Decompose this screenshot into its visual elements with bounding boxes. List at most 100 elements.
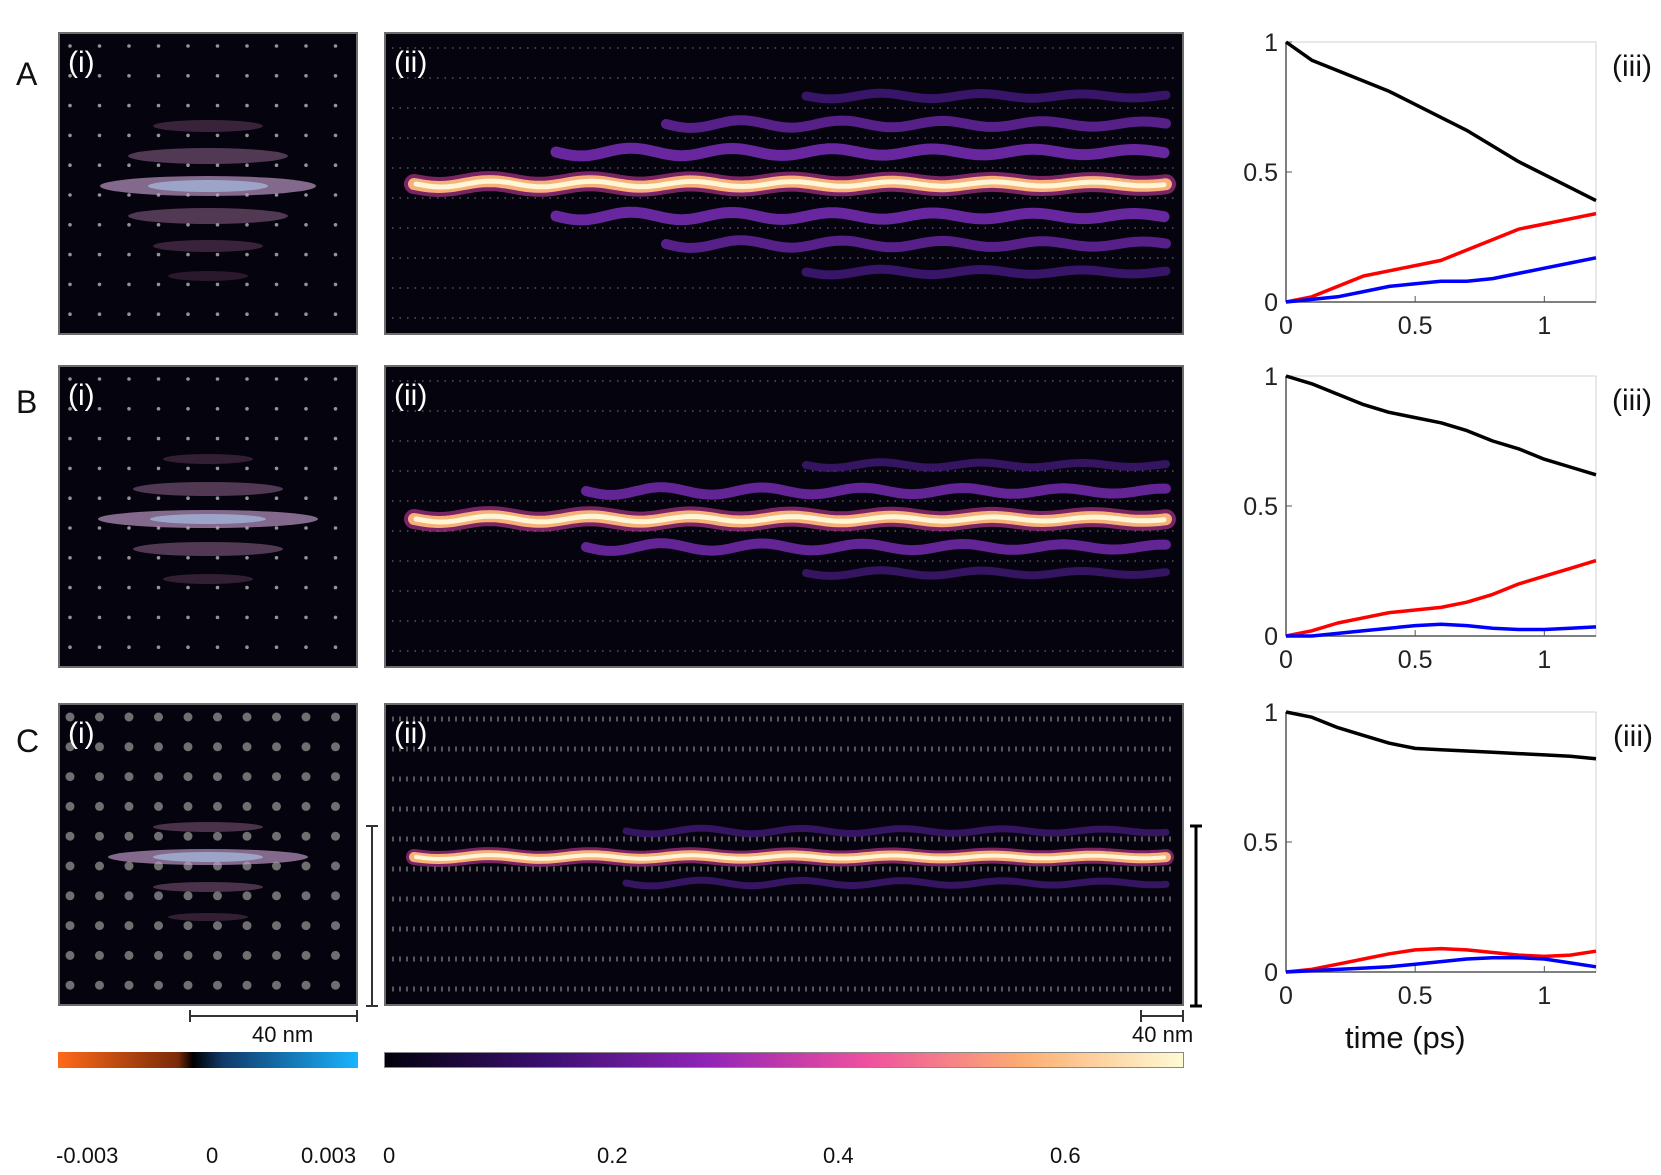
lattice-dot	[127, 407, 131, 411]
lattice-dot	[97, 645, 102, 649]
lattice-dot	[186, 44, 190, 48]
lattice-dot	[245, 282, 249, 287]
row-label-a: A	[16, 56, 38, 92]
lattice-dot	[97, 133, 102, 138]
lattice-dot	[245, 556, 249, 560]
lattice-dot	[215, 436, 220, 441]
lattice-dot	[65, 891, 75, 901]
lattice-dot	[245, 252, 249, 257]
lattice-dot	[333, 615, 338, 620]
lattice-dot	[304, 526, 308, 530]
series-line	[1285, 955, 1597, 974]
intensity-band	[802, 566, 1170, 580]
lattice-dot	[301, 891, 311, 901]
lattice-dot	[213, 921, 222, 931]
x-tick-label: 1	[1537, 646, 1551, 674]
lattice-dot	[156, 645, 161, 649]
lattice-dot	[65, 980, 75, 990]
lattice-dot	[95, 921, 104, 931]
lattice-dot	[331, 950, 340, 960]
lattice-dot	[215, 645, 220, 649]
lattice-dot	[304, 407, 308, 411]
lattice-dot	[215, 466, 220, 471]
lattice-dot	[156, 466, 161, 471]
colorbar-div-tick-1: 0	[206, 1143, 219, 1168]
panel-label-a-iii: (iii)	[1612, 50, 1652, 83]
lattice-dot	[301, 772, 311, 782]
lattice-dot	[127, 223, 131, 227]
lattice-dot	[304, 163, 308, 167]
lattice-dot	[154, 831, 163, 841]
lattice-dot	[65, 950, 75, 960]
lattice-dot	[68, 312, 72, 317]
lattice-dot	[127, 312, 131, 317]
lattice-c-ii	[392, 716, 1176, 992]
intensity-band	[801, 264, 1171, 280]
lattice-dot	[97, 223, 102, 227]
lattice-dot	[215, 585, 220, 590]
lattice-dot	[274, 282, 279, 287]
line-chart-a-iii: 0 0.5 1 0 0.5 1 (iii)	[1243, 28, 1656, 358]
lattice-dot	[95, 891, 104, 901]
y-tick-label: 0	[1264, 959, 1278, 987]
lattice-dot	[301, 950, 311, 960]
lattice-dot	[156, 436, 161, 441]
lattice-dot	[183, 891, 193, 901]
lattice-dot	[95, 712, 104, 722]
y-tick-label: 0	[1264, 623, 1278, 651]
lattice-dot	[154, 712, 163, 722]
lattice-dot	[331, 980, 340, 990]
series-line	[1285, 710, 1597, 761]
lattice-dot	[186, 556, 190, 560]
panel-label-c-iii: (iii)	[1613, 720, 1653, 753]
lattice-dot	[68, 74, 72, 78]
lattice-dot	[68, 133, 72, 138]
lattice-dot	[245, 163, 249, 167]
lattice-dot	[97, 407, 102, 411]
y-tick-label: 0	[1264, 289, 1278, 317]
lattice-dot	[68, 407, 72, 411]
lattice-dot	[245, 44, 249, 48]
lattice-dot	[97, 312, 102, 317]
intensity-band	[661, 115, 1171, 133]
lattice-dot	[274, 223, 279, 227]
lattice-dot	[65, 831, 75, 841]
lattice-dot	[274, 615, 279, 620]
lattice-dot	[274, 645, 279, 649]
lattice-dot	[97, 615, 102, 620]
lattice-dot	[274, 103, 279, 108]
lattice-dot	[304, 74, 308, 78]
lattice-dot	[95, 801, 104, 811]
x-tick-label: 1	[1537, 312, 1551, 340]
lattice-dot	[95, 950, 104, 960]
y-tick-label: 0.5	[1243, 159, 1278, 187]
lattice-dot	[186, 496, 190, 500]
lattice-dot	[304, 252, 308, 257]
y-tick-label: 1	[1264, 363, 1278, 391]
mode-profile-a-i	[100, 120, 316, 281]
lattice-dot	[245, 585, 249, 590]
lattice-dot	[272, 712, 281, 722]
lattice-dot	[333, 223, 338, 227]
lattice-dot	[274, 407, 279, 411]
lattice-dot	[301, 742, 311, 752]
lattice-dot	[186, 407, 190, 411]
lattice-dot	[245, 496, 249, 500]
lattice-dot	[186, 312, 190, 317]
lattice-dot	[186, 163, 190, 167]
lattice-dot	[213, 772, 222, 782]
lattice-dot	[156, 585, 161, 590]
lattice-dot	[127, 133, 131, 138]
panel-label-a-ii: (ii)	[394, 46, 428, 79]
lattice-dot	[242, 980, 252, 990]
lattice-dot	[186, 466, 190, 471]
series-line	[1284, 40, 1597, 203]
x-tick-label: 0	[1279, 312, 1293, 340]
lattice-dot	[304, 133, 308, 138]
lattice-dot	[272, 742, 281, 752]
lattice-dot	[68, 526, 72, 530]
lattice-dot	[215, 103, 220, 108]
lattice-dot	[245, 312, 249, 317]
y-tick-label: 1	[1264, 29, 1278, 57]
panel-label-b-ii: (ii)	[394, 379, 428, 412]
